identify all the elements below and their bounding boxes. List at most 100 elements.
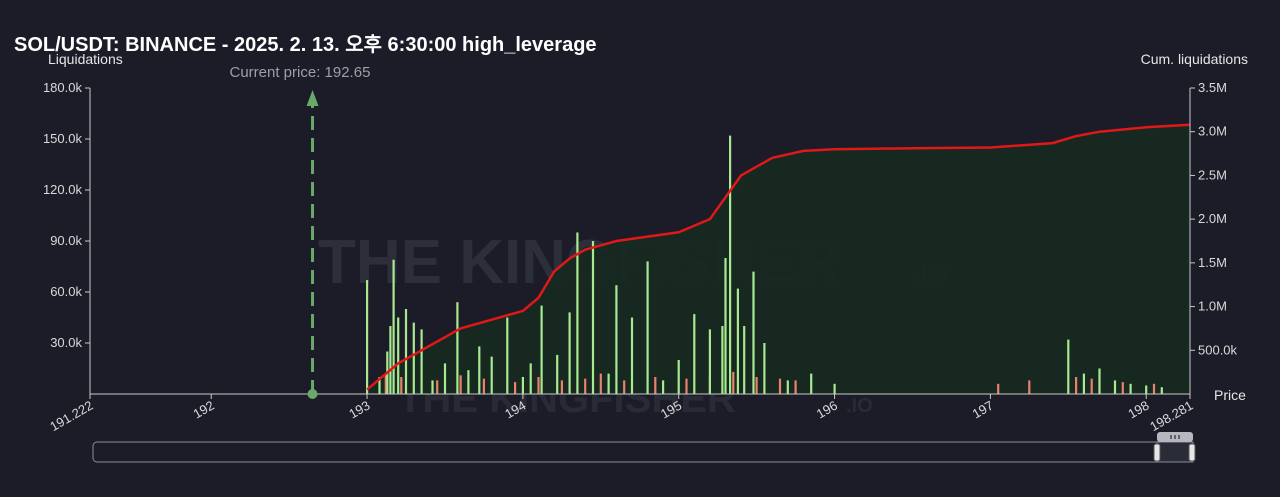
short-liquidation-bar xyxy=(514,382,517,394)
long-liquidation-bar xyxy=(1160,387,1163,394)
long-liquidation-bar xyxy=(397,317,400,394)
long-liquidation-bar xyxy=(646,261,649,394)
cumulative-area xyxy=(367,124,1191,394)
long-liquidation-bar xyxy=(729,135,732,394)
short-liquidation-bar xyxy=(537,377,540,394)
y2-tick-label: 1.5M xyxy=(1198,255,1227,270)
long-liquidation-bar xyxy=(752,271,755,394)
long-liquidation-bar xyxy=(724,258,727,394)
x-tick-label: 191.222 xyxy=(47,398,95,434)
long-liquidation-bar xyxy=(556,354,559,394)
y2-tick-label: 500.0k xyxy=(1198,342,1238,357)
long-liquidation-bar xyxy=(478,346,481,394)
long-liquidation-bar xyxy=(708,329,711,394)
long-liquidation-bar xyxy=(467,370,470,394)
long-liquidation-bar xyxy=(404,309,408,394)
short-liquidation-bar xyxy=(436,380,439,394)
long-liquidation-bar xyxy=(1098,368,1101,394)
y2-tick-label: 2.0M xyxy=(1198,211,1227,226)
short-liquidation-bar xyxy=(584,378,587,394)
long-liquidation-bar xyxy=(1145,385,1148,394)
long-liquidation-bar xyxy=(412,322,415,394)
long-liquidation-bar xyxy=(677,360,680,394)
short-liquidation-bar xyxy=(685,378,688,394)
long-liquidation-bar xyxy=(1067,339,1070,394)
short-liquidation-bar xyxy=(384,373,387,394)
long-liquidation-bar xyxy=(1113,380,1117,394)
range-slider-track[interactable] xyxy=(92,441,1194,463)
y-tick-label: 120.0k xyxy=(43,182,83,197)
plot-area: 30.0k 60.0k 90.0k 120.0k 150.0k 180.0k 500.0k 1… xyxy=(43,80,1238,434)
y-tick-label: 150.0k xyxy=(43,131,83,146)
long-liquidation-bar xyxy=(431,380,434,394)
short-liquidation-bar xyxy=(1152,383,1156,394)
long-liquidation-bar xyxy=(540,305,543,394)
y2-tick-label: 1.0M xyxy=(1198,299,1227,314)
short-liquidation-bar xyxy=(459,375,462,394)
long-liquidation-bar xyxy=(366,280,369,394)
long-liquidation-bar xyxy=(607,373,610,394)
y-axis-title: Liquidations xyxy=(48,51,123,67)
range-slider-grip-icon[interactable] xyxy=(1157,432,1193,442)
y-tick-label: 30.0k xyxy=(50,335,82,350)
long-liquidation-bar xyxy=(576,232,579,394)
long-liquidation-bar xyxy=(615,285,618,394)
y-tick-label: 90.0k xyxy=(50,233,82,248)
long-liquidation-bar xyxy=(833,383,836,394)
x-tick-label: 198 xyxy=(1125,398,1151,422)
long-liquidation-bar xyxy=(378,377,381,394)
long-liquidation-bar xyxy=(810,373,813,394)
short-liquidation-bar xyxy=(1075,377,1078,394)
x-tick-label: 193 xyxy=(346,398,372,422)
long-liquidation-bar xyxy=(1129,383,1132,394)
short-liquidation-bar xyxy=(1028,380,1031,394)
x-tick-label: 196 xyxy=(814,398,840,422)
long-liquidation-bar xyxy=(456,302,459,394)
y2-tick-label: 3.0M xyxy=(1198,124,1227,139)
short-liquidation-bar xyxy=(599,373,602,394)
long-liquidation-bar xyxy=(763,343,766,394)
chart-title: SOL/USDT: BINANCE - 2025. 2. 13. 오후 6:30… xyxy=(14,34,597,56)
long-liquidation-bar xyxy=(568,312,571,394)
short-liquidation-bar xyxy=(400,377,403,394)
short-liquidation-bar xyxy=(997,383,1000,394)
long-liquidation-bar xyxy=(630,317,634,394)
y2-tick-label: 2.5M xyxy=(1198,167,1227,182)
x-tick-label: 198.281 xyxy=(1147,398,1195,434)
x-axis-title: Price xyxy=(1214,387,1246,403)
long-liquidation-bar xyxy=(392,259,395,394)
x-tick-label: 197 xyxy=(970,398,996,422)
short-liquidation-bar xyxy=(1090,378,1093,394)
short-liquidation-bar xyxy=(1121,382,1124,394)
range-slider-left-handle[interactable] xyxy=(1153,443,1161,462)
long-liquidation-bar xyxy=(521,377,524,394)
cumulative-line xyxy=(366,123,1191,391)
current-price-arrow-icon xyxy=(306,90,319,106)
long-liquidation-bar xyxy=(721,326,724,394)
long-liquidation-bar xyxy=(591,241,595,394)
long-liquidation-bar xyxy=(693,314,696,394)
short-liquidation-bar xyxy=(654,377,657,394)
current-price-label: Current price: 192.65 xyxy=(230,64,371,81)
long-liquidation-bar xyxy=(389,326,392,394)
current-price-dot xyxy=(307,389,318,399)
y2-axis-title: Cum. liquidations xyxy=(1141,51,1248,67)
short-liquidation-bar xyxy=(482,378,485,394)
range-slider-window[interactable] xyxy=(1156,441,1194,463)
long-liquidation-bar xyxy=(443,363,447,394)
long-liquidation-bar xyxy=(743,326,746,394)
short-liquidation-bar xyxy=(778,378,782,394)
short-liquidation-bar xyxy=(560,380,563,394)
long-liquidation-bar xyxy=(420,329,423,394)
y-tick-label: 180.0k xyxy=(43,80,83,95)
long-liquidation-bar xyxy=(1082,373,1085,394)
y2-tick-label: 3.5M xyxy=(1198,80,1227,95)
short-liquidation-bar xyxy=(623,380,626,394)
long-liquidation-bar xyxy=(736,288,739,394)
range-slider[interactable] xyxy=(92,432,1196,463)
short-liquidation-bar xyxy=(755,377,758,394)
range-slider-right-handle[interactable] xyxy=(1188,443,1196,462)
long-liquidation-bar xyxy=(786,380,789,394)
long-liquidation-bar xyxy=(529,363,532,394)
